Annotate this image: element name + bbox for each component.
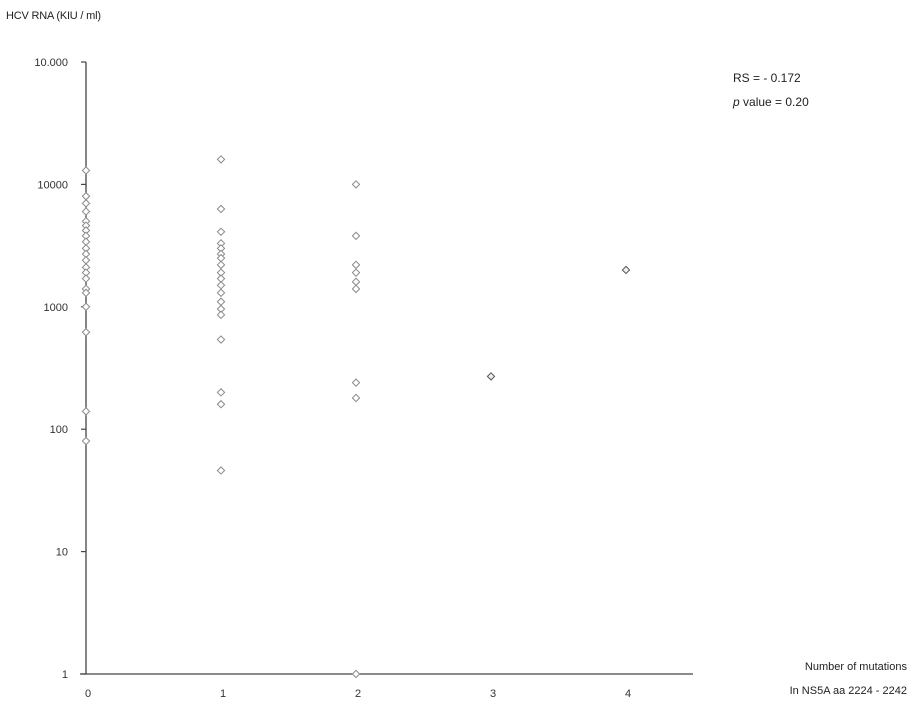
data-point — [351, 260, 361, 270]
data-point — [81, 207, 91, 216]
data-point — [216, 335, 226, 344]
x-axis-title-line-1: Number of mutations — [804, 661, 907, 673]
y-tick-label: 10000 — [37, 179, 68, 191]
data-point — [81, 274, 91, 283]
p-value-text: value = 0.20 — [739, 95, 809, 109]
data-point — [81, 191, 91, 201]
statistics-annotation: RS = - 0.172 p value = 0.20 — [733, 66, 809, 114]
y-axis-title: HCV RNA (KIU / ml) — [6, 10, 101, 22]
x-tick-label: 2 — [355, 688, 361, 700]
data-point — [351, 180, 361, 189]
data-point — [216, 260, 226, 270]
data-point — [81, 407, 91, 416]
data-point — [216, 280, 226, 290]
data-point — [216, 388, 226, 397]
p-value-statistic: p value = 0.20 — [733, 90, 809, 114]
data-point — [81, 436, 91, 446]
p-symbol: p — [733, 95, 740, 109]
data-point — [216, 155, 226, 164]
x-axis-title-line-2: In NS5A aa 2224 - 2242 — [789, 685, 907, 697]
data-point — [351, 378, 361, 387]
data-point — [216, 399, 226, 409]
data-point — [216, 310, 226, 320]
data-point — [81, 166, 91, 175]
x-tick-label: 3 — [490, 688, 496, 700]
data-point — [81, 199, 91, 208]
y-tick-label: 10 — [56, 547, 68, 559]
y-ticks: 1 10 100 1000 10000 10.000 — [34, 57, 86, 681]
rs-statistic: RS = - 0.172 — [733, 71, 801, 85]
axes — [80, 62, 693, 675]
data-point — [621, 265, 631, 275]
data-point — [81, 255, 91, 265]
x-ticks: 0 1 2 3 4 — [85, 688, 631, 700]
data-point — [216, 204, 226, 214]
data-point — [81, 327, 91, 337]
x-axis-title: Number of mutations In NS5A aa 2224 - 22… — [790, 655, 907, 703]
x-tick-label: 0 — [85, 688, 91, 700]
data-point — [216, 466, 226, 475]
data-point — [351, 231, 361, 241]
data-point — [351, 284, 361, 294]
y-tick-label: 100 — [50, 424, 68, 436]
y-tick-label: 10.000 — [34, 57, 68, 69]
data-points — [81, 155, 631, 679]
x-tick-label: 1 — [220, 688, 226, 700]
data-point — [351, 268, 361, 277]
data-point — [486, 372, 496, 381]
data-point — [351, 669, 361, 679]
data-point — [351, 393, 361, 403]
x-tick-label: 4 — [625, 688, 631, 700]
data-point — [216, 288, 226, 298]
y-tick-label: 1 — [62, 669, 68, 681]
y-tick-label: 1000 — [44, 302, 68, 314]
data-point — [351, 277, 361, 287]
data-point — [81, 302, 91, 312]
data-point — [216, 227, 226, 237]
data-point — [81, 288, 91, 298]
data-point — [216, 297, 226, 307]
